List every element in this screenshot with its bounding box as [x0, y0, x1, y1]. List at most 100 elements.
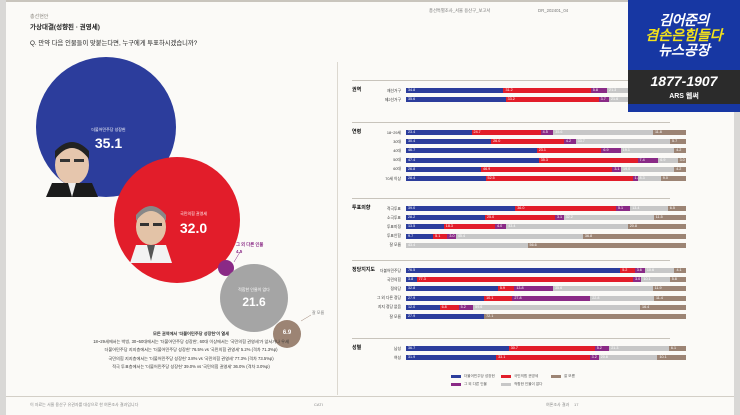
- survey-question: Q. 만약 다음 인물들이 맞붙는다면, 누구에게 투표하시겠습니까?: [30, 40, 198, 47]
- stacked-bar: 46.7 23.1 6.9 19.1 4.2: [406, 148, 686, 154]
- section-rule: [352, 260, 670, 261]
- bubble-1-label: 더불어민주당 성장헌: [91, 127, 126, 132]
- report-name: 총선특별조사_서울 용산구_보고서: [429, 8, 491, 13]
- row-label: 18~29세: [386, 130, 401, 135]
- bubble-3-label: 그 외 다른 인물: [236, 242, 264, 247]
- row-label: 잘 모름: [389, 243, 401, 248]
- stacked-bar-chart: 권역재선거구34.831.25.821.36.9제2선거구35.633.23.7…: [336, 80, 686, 385]
- logo-band: 1877-1907 ARS 웹써: [628, 70, 740, 104]
- footer-note: 이 자료는 서울 용산구 유권자를 대상으로 한 여론조사 결과입니다: [30, 402, 139, 407]
- bar-segment: 46.9: [481, 166, 613, 172]
- section-rule: [352, 122, 670, 123]
- bubble-5-value: 6.9: [282, 330, 292, 336]
- bar-segment: 5.1: [615, 206, 631, 211]
- bar-segment: 19.0: [621, 166, 675, 172]
- row-label: 소극투표: [387, 215, 401, 220]
- bar-segment: 43.4: [506, 224, 628, 230]
- bar-segment: 5.8: [669, 277, 686, 283]
- row-label: 50대: [393, 158, 401, 163]
- legend-item-5: 잘 모름: [551, 374, 575, 379]
- bar-segment: 24.7: [471, 130, 541, 135]
- bar-segment: 3.8: [406, 277, 417, 283]
- bar-segment: 13.4: [630, 206, 668, 211]
- report-code: DR_202401_04: [538, 8, 569, 13]
- logo-line-2: 겸손은힘들다: [645, 27, 723, 43]
- row-label: 그 외 다른 정당: [376, 296, 401, 301]
- bar-segment: 23.4: [406, 130, 472, 135]
- bar-segment: 32.2: [563, 215, 654, 221]
- bar-segment: 5.2: [458, 304, 474, 310]
- bar-segment: 76.5: [406, 268, 621, 273]
- stacked-bar: 12.0 6.8 5.2 59.6 16.4: [406, 304, 686, 310]
- stacked-bar: 47.4 35.3 7.4 6.9 3.0: [406, 157, 686, 163]
- bar-segment: 3.0: [677, 157, 686, 163]
- caption-line: 18~29세에서는 박빙, 30~50대에서는 '더불어민주당 성장헌', 60…: [93, 339, 289, 345]
- stacked-bar: 23.4 24.7 4.5 35.6 11.8: [406, 130, 686, 135]
- chart-legend: 더불어민주당 성장헌 국민의힘 권영세 잘 모름 그 외 다른 인물 적합한 인…: [451, 374, 671, 392]
- bar-segment: 3.2: [589, 355, 599, 361]
- bar-segment: 5.2: [620, 268, 635, 273]
- stacked-bar: 3.8 77.3 3.0 10.1 5.8: [406, 277, 686, 283]
- stacked-bar: 13.5 18.3 4.0 43.4 20.8: [406, 224, 686, 230]
- row-label: 더불어민주당: [380, 268, 401, 273]
- footer-section: 여론조사 결과: [546, 402, 570, 407]
- bar-segment: 35.3: [538, 157, 638, 163]
- bar-segment: 6.8: [439, 304, 459, 310]
- bar-segment: 27.9: [406, 295, 485, 301]
- row-label: 잘 모름: [389, 314, 401, 319]
- bar-segment: 32.8: [406, 286, 498, 292]
- bar-segment: 72.1: [484, 314, 686, 319]
- bar-segment: 36.8: [582, 233, 686, 239]
- bar-segment: 7.4: [637, 157, 659, 163]
- bubble-3-value: 4.5: [236, 249, 243, 254]
- legend-swatch: [501, 374, 511, 378]
- bar-segment: 5.1: [433, 233, 448, 239]
- portrait-2: [130, 206, 172, 263]
- bubble-5-label: 잘 모름: [312, 310, 325, 315]
- bar-segment: 34.8: [406, 88, 504, 93]
- bar-segment: 19.1: [620, 148, 675, 154]
- bar-segment: 3.7: [598, 97, 609, 103]
- bar-segment: 77.3: [416, 277, 634, 283]
- bar-segment: 11.5: [653, 215, 686, 221]
- stacked-bar: 43.4 56.6: [406, 242, 686, 248]
- bar-segment: 33.2: [505, 97, 599, 103]
- logo-line-1: 김어준의: [659, 12, 709, 28]
- bar-segment: 4.1: [674, 268, 686, 273]
- page-footer: 이 자료는 서울 용산구 유권자를 대상으로 한 여론조사 결과입니다 CATI…: [6, 396, 734, 415]
- legend-swatch: [501, 382, 511, 386]
- section-title: 가상대결(성향된 · 권영세): [30, 24, 100, 31]
- section-title: 투표의향: [352, 205, 371, 211]
- bar-segment: 39.0: [406, 206, 516, 211]
- stacked-bar: 27.9 72.1: [406, 314, 686, 319]
- caption-title: 모든 권역에서 '더불어민주당 성장헌'이 열세: [153, 331, 229, 336]
- bubble-2-value: 32.0: [179, 220, 208, 236]
- bar-segment: 47.4: [406, 157, 539, 163]
- bubble-2-label: 국민의힘 권영세: [180, 211, 207, 216]
- caption-line: 적극 투표층에서는 '더불어민주당 성장헌' 39.0% vs '국민의힘 권영…: [112, 363, 270, 369]
- row-label: 적극투표: [387, 206, 401, 211]
- bar-segment: 5.7: [670, 139, 686, 145]
- bar-segment: 3.6: [634, 268, 645, 273]
- bar-segment: 6.9: [658, 157, 678, 163]
- summary-caption: 모든 권역에서 '더불어민주당 성장헌'이 열세 18~29세에서는 박빙, 3…: [46, 330, 336, 371]
- row-label: 남성: [394, 346, 401, 351]
- row-label: 30대: [393, 139, 401, 144]
- caption-line: 국민의힘 지지층에서는 '더불어민주당 성장헌' 3.8% vs '국민의힘 권…: [108, 355, 274, 361]
- bar-segment: 46.7: [406, 148, 537, 154]
- legend-item-3: 그 외 다른 인물: [451, 382, 487, 387]
- legend-swatch: [551, 374, 561, 378]
- bar-segment: 45.4: [455, 233, 583, 239]
- bar-segment: 3.1: [554, 215, 564, 221]
- bar-segment: 36.0: [515, 206, 616, 211]
- page-number: 17: [574, 402, 579, 407]
- bar-segment: 35.6: [553, 130, 653, 135]
- bar-segment: 26.8: [406, 166, 482, 172]
- other-leader: [233, 251, 241, 263]
- bar-segment: 3.0: [633, 277, 642, 283]
- row-label: 40대: [393, 148, 401, 153]
- bar-segment: 21.3: [609, 346, 669, 351]
- bar-segment: 27.9: [406, 314, 485, 319]
- bubble-none: [220, 264, 288, 332]
- bar-segment: 6.1: [668, 346, 686, 351]
